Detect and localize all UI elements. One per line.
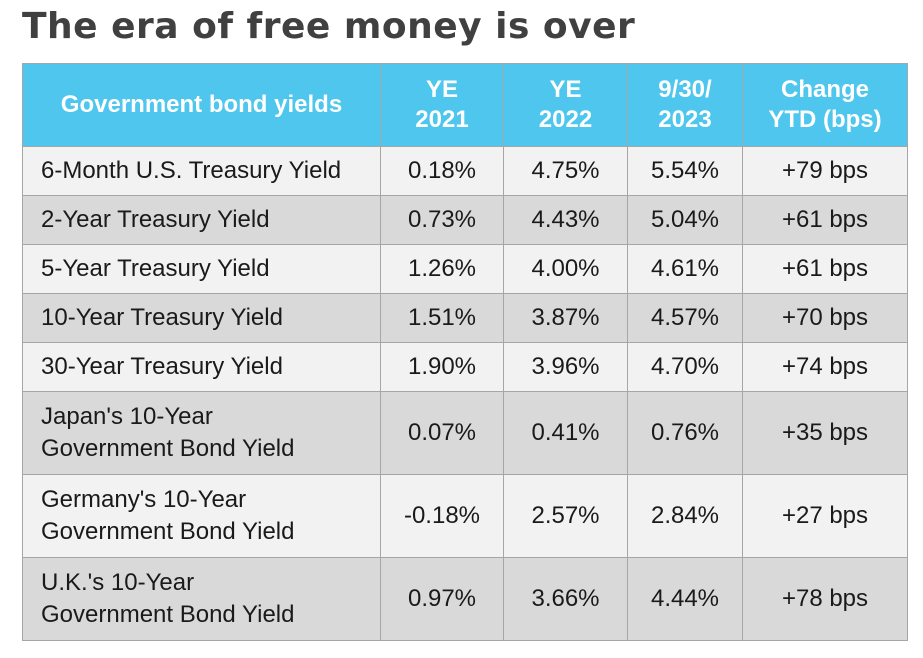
cell-sep-2023: 4.44% xyxy=(627,557,743,641)
header-row: Government bond yields YE 2021 YE 2022 9… xyxy=(22,63,908,147)
cell-sep-2023: 0.76% xyxy=(627,391,743,475)
cell-ye-2022: 3.96% xyxy=(503,342,628,392)
row-label: 30-Year Treasury Yield xyxy=(22,342,381,392)
table-row: Japan's 10-Year Government Bond Yield 0.… xyxy=(22,391,908,475)
header-line: YE xyxy=(549,76,582,103)
row-label-line: 10-Year Treasury Yield xyxy=(41,304,283,331)
cell-change-ytd: +74 bps xyxy=(742,342,908,392)
header-change-ytd: Change YTD (bps) xyxy=(742,63,908,147)
row-label-line: Japan's 10-Year xyxy=(41,403,213,430)
row-label: 2-Year Treasury Yield xyxy=(22,195,381,245)
row-label: 5-Year Treasury Yield xyxy=(22,244,381,294)
cell-ye-2022: 3.66% xyxy=(503,557,628,641)
cell-sep-2023: 5.04% xyxy=(627,195,743,245)
header-line: 2021 xyxy=(415,106,469,133)
page-title: The era of free money is over xyxy=(22,6,636,47)
header-line: Change xyxy=(780,76,869,103)
cell-sep-2023: 4.57% xyxy=(627,293,743,343)
cell-ye-2022: 3.87% xyxy=(503,293,628,343)
cell-change-ytd: +70 bps xyxy=(742,293,908,343)
cell-change-ytd: +35 bps xyxy=(742,391,908,475)
cell-sep-2023: 4.61% xyxy=(627,244,743,294)
row-label-line: Germany's 10-Year xyxy=(41,486,247,513)
cell-ye-2022: 0.41% xyxy=(503,391,628,475)
cell-ye-2021: 1.90% xyxy=(380,342,504,392)
cell-ye-2022: 4.43% xyxy=(503,195,628,245)
cell-ye-2021: 0.07% xyxy=(380,391,504,475)
table-row: 30-Year Treasury Yield 1.90% 3.96% 4.70%… xyxy=(22,342,908,392)
cell-change-ytd: +61 bps xyxy=(742,195,908,245)
header-line: 2022 xyxy=(538,106,593,133)
row-label: Germany's 10-Year Government Bond Yield xyxy=(22,474,381,558)
header-ye-2022: YE 2022 xyxy=(503,63,628,147)
row-label-line: 5-Year Treasury Yield xyxy=(41,255,270,282)
table-row: U.K.'s 10-Year Government Bond Yield 0.9… xyxy=(22,557,908,641)
header-line: YE xyxy=(425,76,458,103)
header-ye-2021: YE 2021 xyxy=(380,63,504,147)
row-label: Japan's 10-Year Government Bond Yield xyxy=(22,391,381,475)
row-label: 10-Year Treasury Yield xyxy=(22,293,381,343)
cell-ye-2021: -0.18% xyxy=(380,474,504,558)
cell-ye-2021: 0.18% xyxy=(380,146,504,196)
header-line: 9/30/ xyxy=(658,76,712,103)
cell-sep-2023: 5.54% xyxy=(627,146,743,196)
cell-ye-2021: 1.51% xyxy=(380,293,504,343)
table-row: Germany's 10-Year Government Bond Yield … xyxy=(22,474,908,558)
row-label-line: 2-Year Treasury Yield xyxy=(41,206,270,233)
cell-ye-2021: 0.73% xyxy=(380,195,504,245)
bond-yields-table: Government bond yields YE 2021 YE 2022 9… xyxy=(22,63,908,641)
cell-change-ytd: +27 bps xyxy=(742,474,908,558)
table-row: 2-Year Treasury Yield 0.73% 4.43% 5.04% … xyxy=(22,195,908,245)
row-label-line: Government Bond Yield xyxy=(41,601,295,628)
header-line: Government bond yields xyxy=(60,91,343,118)
row-label-line: U.K.'s 10-Year xyxy=(41,569,195,596)
cell-ye-2022: 4.00% xyxy=(503,244,628,294)
cell-ye-2021: 0.97% xyxy=(380,557,504,641)
header-line: YTD (bps) xyxy=(768,106,882,133)
cell-ye-2022: 4.75% xyxy=(503,146,628,196)
cell-ye-2022: 2.57% xyxy=(503,474,628,558)
table-row: 5-Year Treasury Yield 1.26% 4.00% 4.61% … xyxy=(22,244,908,294)
row-label: U.K.'s 10-Year Government Bond Yield xyxy=(22,557,381,641)
table-row: 10-Year Treasury Yield 1.51% 3.87% 4.57%… xyxy=(22,293,908,343)
cell-change-ytd: +79 bps xyxy=(742,146,908,196)
row-label-line: Government Bond Yield xyxy=(41,518,295,545)
row-label-line: 30-Year Treasury Yield xyxy=(41,353,283,380)
header-line: 2023 xyxy=(658,106,712,133)
row-label: 6-Month U.S. Treasury Yield xyxy=(22,146,381,196)
row-label-line: Government Bond Yield xyxy=(41,435,295,462)
cell-change-ytd: +61 bps xyxy=(742,244,908,294)
cell-ye-2021: 1.26% xyxy=(380,244,504,294)
header-government-bond-yields: Government bond yields xyxy=(22,63,381,147)
cell-sep-2023: 2.84% xyxy=(627,474,743,558)
cell-change-ytd: +78 bps xyxy=(742,557,908,641)
row-label-line: 6-Month U.S. Treasury Yield xyxy=(41,157,342,184)
cell-sep-2023: 4.70% xyxy=(627,342,743,392)
table-row: 6-Month U.S. Treasury Yield 0.18% 4.75% … xyxy=(22,146,908,196)
header-sep-2023: 9/30/ 2023 xyxy=(627,63,743,147)
